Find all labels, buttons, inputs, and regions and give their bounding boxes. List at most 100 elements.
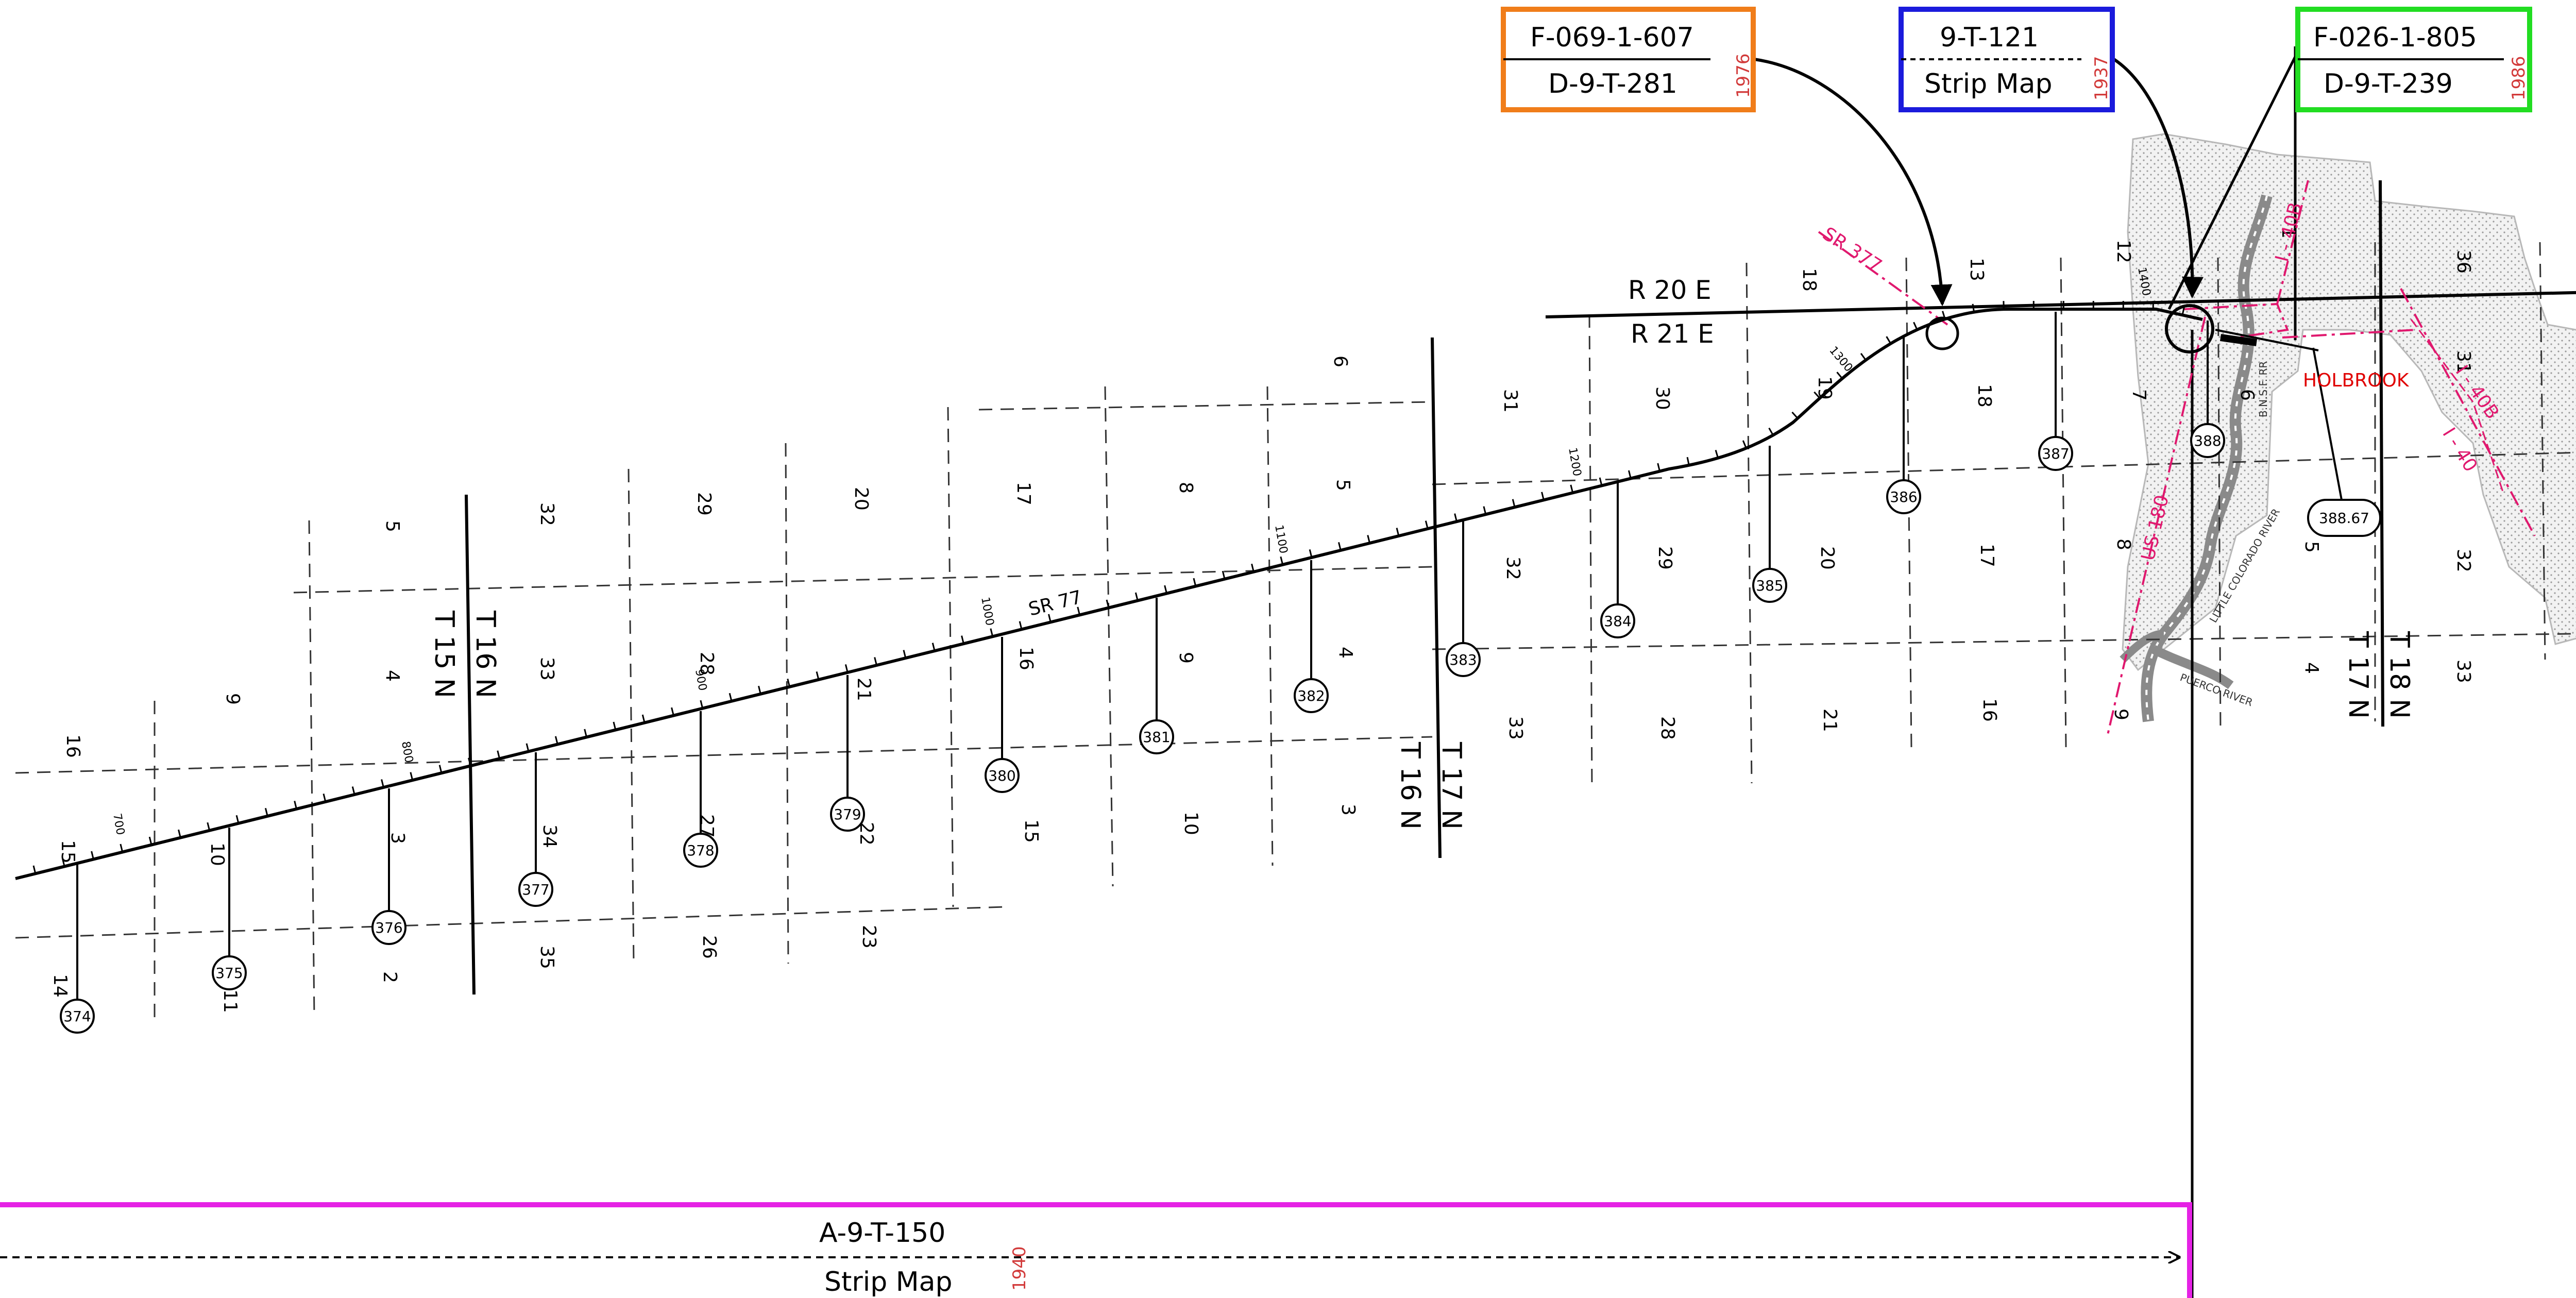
callout-magenta-top: A-9-T-150 — [819, 1218, 945, 1249]
highway-tick — [1019, 621, 1023, 630]
section-number: 8 — [2113, 538, 2134, 550]
highway-tick — [497, 750, 501, 759]
highway-tick — [1972, 304, 1975, 312]
highway-tick — [526, 743, 530, 752]
highway-tick — [91, 851, 94, 859]
highway-tick — [1251, 563, 1255, 572]
section-number: 5 — [382, 520, 403, 532]
section-number: 6 — [2236, 389, 2258, 401]
highway-tick — [1657, 463, 1661, 471]
highway-tick — [1337, 542, 1342, 551]
highway-tick — [874, 657, 877, 666]
section-number: 5 — [2301, 541, 2322, 553]
section-number: 5 — [1332, 479, 1353, 491]
milepost-circle — [371, 910, 406, 945]
section-number: 12 — [2113, 240, 2134, 263]
section-number: 7 — [2128, 389, 2149, 401]
section-number: 28 — [1657, 716, 1678, 740]
highway-tick — [1483, 506, 1487, 515]
section-number: 21 — [1819, 709, 1840, 732]
holbrook-town-area — [2122, 133, 2576, 671]
callout-magenta-strip[interactable]: A-9-T-150 Strip Map 1940 — [0, 1202, 2192, 1298]
callout-blue-top: 9-T-121 — [1940, 22, 2039, 53]
holbrook-junction — [2165, 304, 2214, 353]
highway-tick — [381, 779, 384, 788]
highway-tick — [1309, 549, 1313, 558]
range-upper-label: R 20 E — [1628, 275, 1711, 305]
section-number: 3 — [387, 832, 408, 844]
section-number: 10 — [207, 842, 228, 866]
section-number: 4 — [2301, 662, 2322, 674]
range-lower-label: R 21 E — [1631, 319, 1714, 349]
section-number: 32 — [1502, 557, 1523, 580]
highway-tick — [931, 643, 936, 651]
highway-tick — [903, 650, 907, 659]
section-number: 11 — [219, 989, 241, 1013]
callout-green[interactable]: F-026-1-805 D-9-T-239 1986 — [2295, 7, 2532, 112]
highway-tick — [1715, 450, 1719, 459]
highway-tick — [758, 685, 761, 695]
station-label: 1100 — [1272, 524, 1290, 554]
highway-tick — [1913, 322, 1918, 330]
section-number: 1 — [2278, 227, 2299, 239]
highway-tick — [178, 829, 181, 838]
highway-tick — [61, 858, 65, 867]
section-number: 6 — [1330, 356, 1351, 367]
section-number: 34 — [539, 824, 560, 848]
section-number: 15 — [57, 840, 78, 864]
milepost-label: 375 — [215, 965, 243, 982]
section-number: 20 — [851, 487, 872, 511]
milepost-markers: 3743753763773783793803813823833843853863… — [60, 312, 2381, 1034]
highway-tick — [1396, 528, 1400, 536]
highway-tick — [584, 729, 587, 737]
section-number: 21 — [853, 678, 874, 701]
section-number: 9 — [222, 693, 243, 705]
milepost-label: 388 — [2194, 432, 2221, 449]
callout-magenta-year: 1940 — [1009, 1246, 1030, 1291]
highway-tick — [235, 815, 240, 824]
milepost-label: 385 — [1756, 577, 1783, 594]
section-number: 9 — [2110, 709, 2131, 720]
station-label: 700 — [110, 813, 127, 836]
highway-tick — [351, 786, 355, 795]
highway-tick — [264, 807, 268, 817]
milepost-circle — [2038, 436, 2073, 471]
highway-tick — [728, 693, 733, 702]
bnsf-label: B.N.S.F. RR — [2257, 361, 2269, 417]
callout-green-year: 1986 — [2509, 56, 2529, 100]
milepost-circle — [1139, 719, 1174, 754]
section-number: 36 — [2453, 250, 2474, 274]
milepost-label: 377 — [522, 881, 549, 898]
section-number: 22 — [856, 822, 877, 846]
highway-tick — [1367, 535, 1371, 544]
callout-orange-top: F-069-1-607 — [1530, 22, 1694, 53]
milepost-label: 382 — [1297, 687, 1325, 704]
milepost-circle — [1446, 642, 1481, 677]
callout-green-top: F-026-1-805 — [2313, 22, 2477, 53]
highway-tick — [554, 736, 558, 745]
holbrook-label: HOLBROOK — [2303, 370, 2410, 391]
callout-connectors — [1754, 55, 2297, 310]
section-number: 16 — [1979, 698, 2000, 722]
section-number: 4 — [382, 670, 403, 682]
highway-tick — [1164, 585, 1167, 594]
milepost-label: 387 — [2042, 445, 2069, 462]
callout-blue[interactable]: 9-T-121 Strip Map 1937 — [1899, 7, 2115, 112]
milepost-label: 388.67 — [2319, 510, 2369, 527]
section-number: 3 — [1337, 804, 1359, 816]
section-number: 8 — [1175, 482, 1196, 494]
milepost-circle — [2190, 423, 2225, 458]
callout-blue-year: 1937 — [2091, 56, 2112, 100]
milepost-leader — [2312, 347, 2343, 500]
section-number: 15 — [1021, 819, 1042, 843]
township-range-lines — [465, 180, 2576, 995]
township-label-t17n-mid: T 17 N — [1436, 741, 1467, 830]
section-number: 9 — [1175, 652, 1196, 664]
section-number: 20 — [1817, 546, 1838, 570]
callout-orange[interactable]: F-069-1-607 D-9-T-281 1976 — [1501, 7, 1756, 112]
highway-tick — [1860, 352, 1867, 361]
section-number: 13 — [1966, 258, 1987, 281]
section-number: 4 — [1335, 647, 1356, 659]
milepost-circle — [60, 999, 95, 1034]
callout-blue-bottom: Strip Map — [1924, 69, 2053, 99]
